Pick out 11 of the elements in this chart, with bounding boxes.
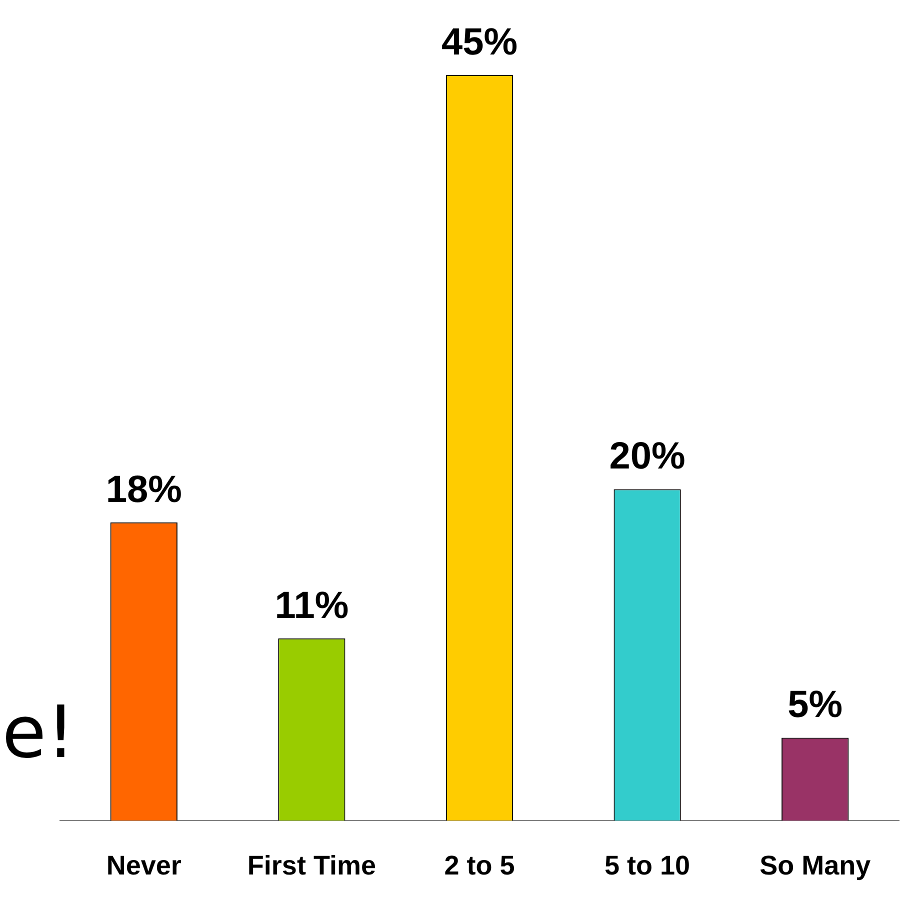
annotation: e!	[2, 690, 76, 774]
data-label: 5%	[788, 684, 843, 726]
x-tick-label: First Time	[247, 850, 376, 880]
x-tick-label: 5 to 10	[604, 850, 690, 880]
data-label: 11%	[274, 584, 349, 627]
data-label: 20%	[609, 436, 686, 478]
x-tick-label: 2 to 5	[444, 850, 515, 880]
data-label: 18%	[106, 468, 182, 511]
x-tick-label: So Many	[760, 850, 871, 880]
x-tick-label: Never	[106, 850, 182, 880]
data-label: 45%	[441, 21, 518, 64]
